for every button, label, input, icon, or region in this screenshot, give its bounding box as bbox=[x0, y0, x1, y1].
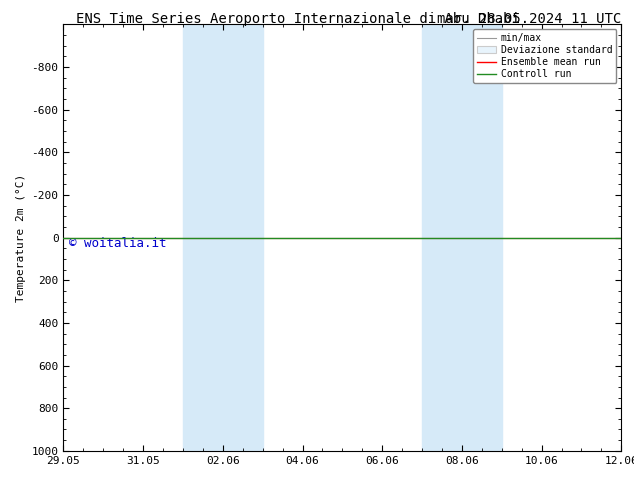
Text: © woitalia.it: © woitalia.it bbox=[69, 237, 167, 250]
Text: mar. 28.05.2024 11 UTC: mar. 28.05.2024 11 UTC bbox=[437, 12, 621, 26]
Y-axis label: Temperature 2m (°C): Temperature 2m (°C) bbox=[16, 173, 26, 302]
Bar bbox=[183, 24, 262, 451]
Bar bbox=[422, 24, 501, 451]
Text: ENS Time Series Aeroporto Internazionale di Abu Dhabi: ENS Time Series Aeroporto Internazionale… bbox=[76, 12, 520, 26]
Legend: min/max, Deviazione standard, Ensemble mean run, Controll run: min/max, Deviazione standard, Ensemble m… bbox=[473, 29, 616, 83]
